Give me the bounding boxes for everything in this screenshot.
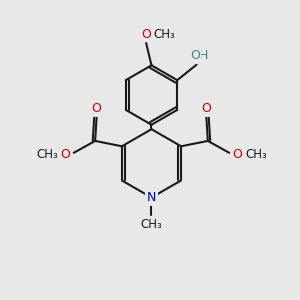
- Text: N: N: [147, 191, 156, 204]
- Text: O: O: [61, 148, 70, 161]
- Text: CH₃: CH₃: [141, 218, 162, 231]
- Text: CH₃: CH₃: [36, 148, 58, 161]
- Text: O: O: [190, 49, 200, 62]
- Text: H: H: [198, 49, 208, 62]
- Text: O: O: [232, 148, 242, 161]
- Text: O: O: [92, 102, 102, 115]
- Text: O: O: [141, 28, 151, 40]
- Text: O: O: [201, 102, 211, 115]
- Text: CH₃: CH₃: [153, 28, 175, 40]
- Text: CH₃: CH₃: [245, 148, 267, 161]
